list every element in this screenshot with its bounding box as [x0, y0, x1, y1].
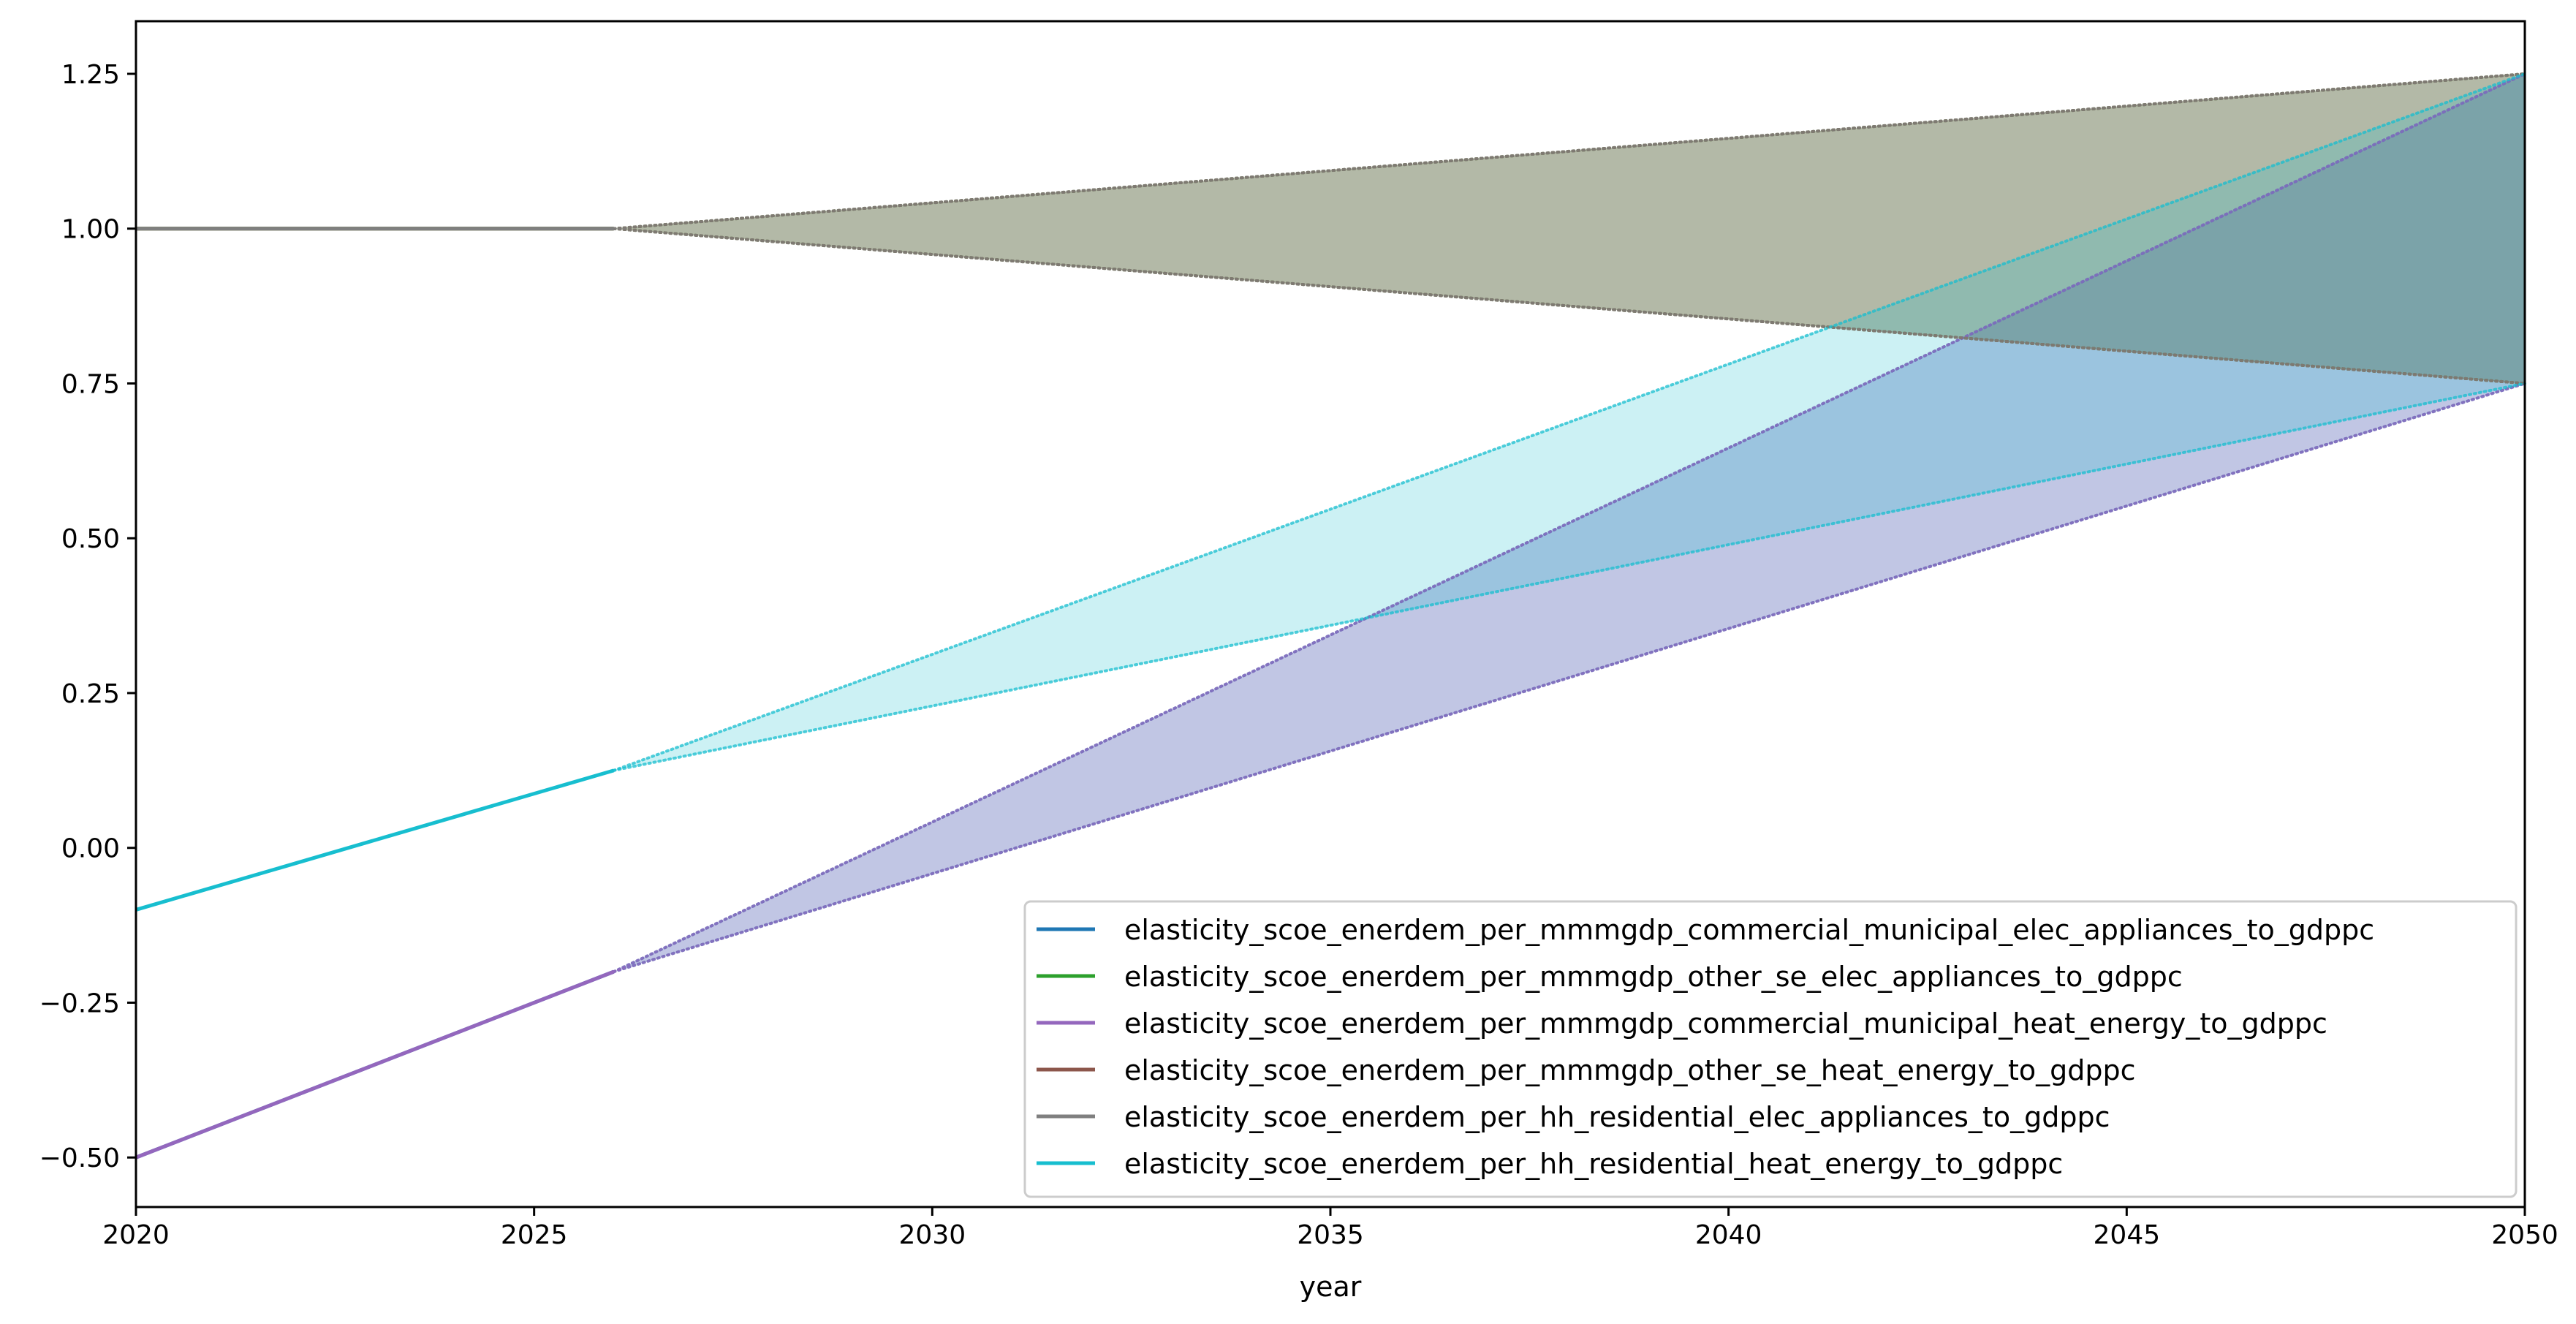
x-axis: 2020 2025 2030 2035 2040 2045 2050: [102, 1207, 2558, 1250]
y-tick-label-5: 0.75: [61, 369, 120, 399]
x-tick-label-2025: 2025: [501, 1220, 568, 1250]
series-line-elasticity-scoe-enerdem-per-mmmgdp-commercial-municipal-heat-energy-to-gdppc: [135, 969, 615, 1160]
y-axis: −0.50 −0.25 0.00 0.25 0.50 0.75 1.00 1.25: [39, 60, 136, 1173]
x-tick-label-2020: 2020: [102, 1220, 170, 1250]
y-tick-label-2: 0.00: [61, 834, 120, 864]
band-edge-lower-elasticity-scoe-enerdem-per-hh-residential-heat-energy-to-gdppc: [612, 382, 2526, 772]
series-lines: [135, 72, 2526, 1160]
band-edge-lower-elasticity-scoe-enerdem-per-mmmgdp-commercial-municipal-heat-energy-to-gdppc: [612, 382, 2526, 974]
y-tick-label-7: 1.25: [61, 60, 120, 90]
band-elasticity-scoe-enerdem-per-mmmgdp-other-se-elec-appliances-to-gdppc: [613, 73, 2525, 384]
legend-label-elasticity-scoe-enerdem-per-mmmgdp-other-se-elec-appliances-to-gdppc: elasticity_scoe_enerdem_per_mmmgdp_other…: [1124, 961, 2183, 993]
band-edge-upper-elasticity-scoe-enerdem-per-mmmgdp-commercial-municipal-heat-energy-to-gdppc: [612, 72, 2526, 974]
band-edge-upper-elasticity-scoe-enerdem-per-hh-residential-elec-appliances-to-gdppc: [612, 72, 2526, 230]
x-tick-label-2035: 2035: [1297, 1220, 1364, 1250]
legend-label-elasticity-scoe-enerdem-per-mmmgdp-commercial-municipal-elec-appliances-to-gdppc: elasticity_scoe_enerdem_per_mmmgdp_comme…: [1124, 914, 2374, 946]
y-tick-label-0: −0.50: [39, 1143, 120, 1173]
legend-label-elasticity-scoe-enerdem-per-mmmgdp-other-se-heat-energy-to-gdppc: elasticity_scoe_enerdem_per_mmmgdp_other…: [1124, 1054, 2135, 1086]
x-axis-title: year: [1300, 1271, 1362, 1303]
band-edge-lower-elasticity-scoe-enerdem-per-hh-residential-elec-appliances-to-gdppc: [612, 227, 2526, 385]
band-elasticity-scoe-enerdem-per-hh-residential-elec-appliances-to-gdppc: [613, 73, 2525, 384]
x-tick-label-2050: 2050: [2491, 1220, 2558, 1250]
y-tick-label-3: 0.25: [61, 679, 120, 709]
series-line-elasticity-scoe-enerdem-per-hh-residential-heat-energy-to-gdppc: [135, 768, 615, 912]
legend: elasticity_scoe_enerdem_per_mmmgdp_comme…: [1023, 900, 2518, 1198]
legend-label-elasticity-scoe-enerdem-per-hh-residential-elec-appliances-to-gdppc: elasticity_scoe_enerdem_per_hh_residenti…: [1124, 1101, 2110, 1133]
y-tick-label-6: 1.00: [61, 215, 120, 245]
y-tick-label-4: 0.50: [61, 524, 120, 554]
legend-label-elasticity-scoe-enerdem-per-hh-residential-heat-energy-to-gdppc: elasticity_scoe_enerdem_per_hh_residenti…: [1124, 1148, 2063, 1180]
legend-label-elasticity-scoe-enerdem-per-mmmgdp-commercial-municipal-heat-energy-to-gdppc: elasticity_scoe_enerdem_per_mmmgdp_comme…: [1124, 1007, 2327, 1040]
x-tick-label-2040: 2040: [1695, 1220, 1762, 1250]
legend-box: [1023, 900, 2518, 1198]
y-tick-label-1: −0.25: [39, 988, 120, 1018]
band-elasticity-scoe-enerdem-per-mmmgdp-other-se-heat-energy-to-gdppc: [613, 73, 2525, 384]
x-tick-label-2030: 2030: [899, 1220, 966, 1250]
x-tick-label-2045: 2045: [2094, 1220, 2161, 1250]
band-edge-upper-elasticity-scoe-enerdem-per-hh-residential-heat-energy-to-gdppc: [612, 72, 2526, 772]
